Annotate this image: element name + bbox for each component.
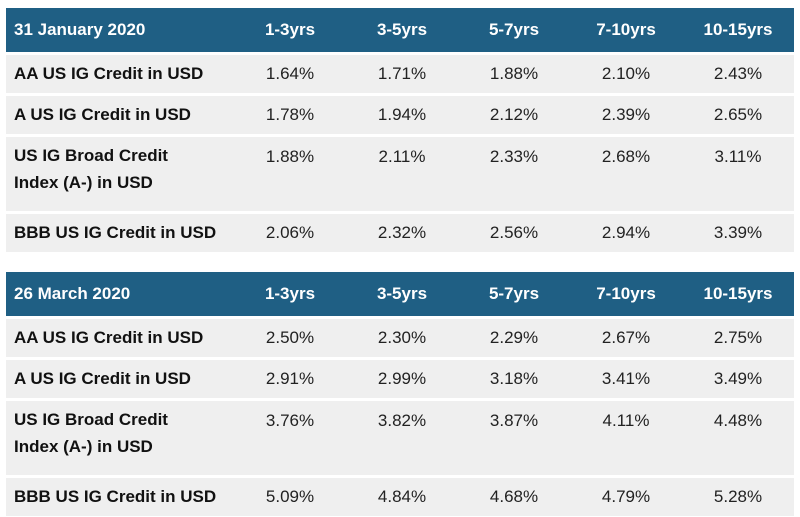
row-label: A US IG Credit in USD [6,357,234,400]
table-row: A US IG Credit in USD 1.78% 1.94% 2.12% … [6,93,794,136]
yield-cell: 2.91% [234,357,346,400]
column-header: 1-3yrs [234,8,346,54]
row-label-line: US IG Broad Credit [14,146,168,165]
yield-cell: 4.48% [682,398,794,477]
yield-cell: 1.64% [234,52,346,95]
yield-table-january: 31 January 2020 1-3yrs 3-5yrs 5-7yrs 7-1… [6,8,794,252]
column-header: 3-5yrs [346,8,458,54]
yield-cell: 3.39% [682,211,794,252]
yield-cell: 2.65% [682,93,794,136]
yield-cell: 2.75% [682,316,794,359]
yield-cell: 2.94% [570,211,682,252]
row-label: BBB US IG Credit in USD [6,475,234,516]
column-header: 5-7yrs [458,8,570,54]
column-header: 10-15yrs [682,8,794,54]
yield-cell: 1.88% [234,134,346,213]
table-date-header: 26 March 2020 [6,272,234,318]
yield-cell: 3.76% [234,398,346,477]
table-row: A US IG Credit in USD 2.91% 2.99% 3.18% … [6,357,794,400]
yield-cell: 5.09% [234,475,346,516]
yield-cell: 2.43% [682,52,794,95]
yield-cell: 2.32% [346,211,458,252]
yield-cell: 4.11% [570,398,682,477]
yield-cell: 3.18% [458,357,570,400]
yield-cell: 1.78% [234,93,346,136]
yield-cell: 2.33% [458,134,570,213]
table-header-row: 26 March 2020 1-3yrs 3-5yrs 5-7yrs 7-10y… [6,272,794,318]
yield-cell: 2.56% [458,211,570,252]
table-date-header: 31 January 2020 [6,8,234,54]
yield-table-march: 26 March 2020 1-3yrs 3-5yrs 5-7yrs 7-10y… [6,272,794,516]
yield-cell: 2.39% [570,93,682,136]
table-row: AA US IG Credit in USD 1.64% 1.71% 1.88%… [6,52,794,95]
row-label: AA US IG Credit in USD [6,316,234,359]
column-header: 1-3yrs [234,272,346,318]
yield-cell: 3.41% [570,357,682,400]
column-header: 10-15yrs [682,272,794,318]
yield-cell: 2.67% [570,316,682,359]
yield-cell: 3.11% [682,134,794,213]
row-label: BBB US IG Credit in USD [6,211,234,252]
yield-cell: 2.12% [458,93,570,136]
table-header-row: 31 January 2020 1-3yrs 3-5yrs 5-7yrs 7-1… [6,8,794,54]
yield-cell: 1.71% [346,52,458,95]
yield-cell: 4.79% [570,475,682,516]
yield-cell: 2.11% [346,134,458,213]
yield-cell: 2.30% [346,316,458,359]
column-header: 7-10yrs [570,272,682,318]
yield-cell: 1.88% [458,52,570,95]
row-label-line: US IG Broad Credit [14,410,168,429]
yield-cell: 3.82% [346,398,458,477]
table-row: US IG Broad Credit Index (A-) in USD 3.76… [6,398,794,477]
column-header: 3-5yrs [346,272,458,318]
row-label-line: Index (A-) in USD [14,173,153,192]
yield-cell: 1.94% [346,93,458,136]
column-header: 5-7yrs [458,272,570,318]
table-row: US IG Broad Credit Index (A-) in USD 1.88… [6,134,794,213]
yield-cell: 3.87% [458,398,570,477]
row-label: US IG Broad Credit Index (A-) in USD [6,134,234,213]
row-label: A US IG Credit in USD [6,93,234,136]
yield-cell: 2.06% [234,211,346,252]
yield-cell: 5.28% [682,475,794,516]
yield-cell: 2.50% [234,316,346,359]
yield-cell: 2.68% [570,134,682,213]
yield-cell: 4.68% [458,475,570,516]
table-row: AA US IG Credit in USD 2.50% 2.30% 2.29%… [6,316,794,359]
yield-cell: 4.84% [346,475,458,516]
yield-cell: 2.29% [458,316,570,359]
row-label: US IG Broad Credit Index (A-) in USD [6,398,234,477]
table-row: BBB US IG Credit in USD 5.09% 4.84% 4.68… [6,475,794,516]
table-row: BBB US IG Credit in USD 2.06% 2.32% 2.56… [6,211,794,252]
row-label-line: Index (A-) in USD [14,437,153,456]
column-header: 7-10yrs [570,8,682,54]
yield-cell: 2.10% [570,52,682,95]
yield-cell: 2.99% [346,357,458,400]
row-label: AA US IG Credit in USD [6,52,234,95]
yield-cell: 3.49% [682,357,794,400]
